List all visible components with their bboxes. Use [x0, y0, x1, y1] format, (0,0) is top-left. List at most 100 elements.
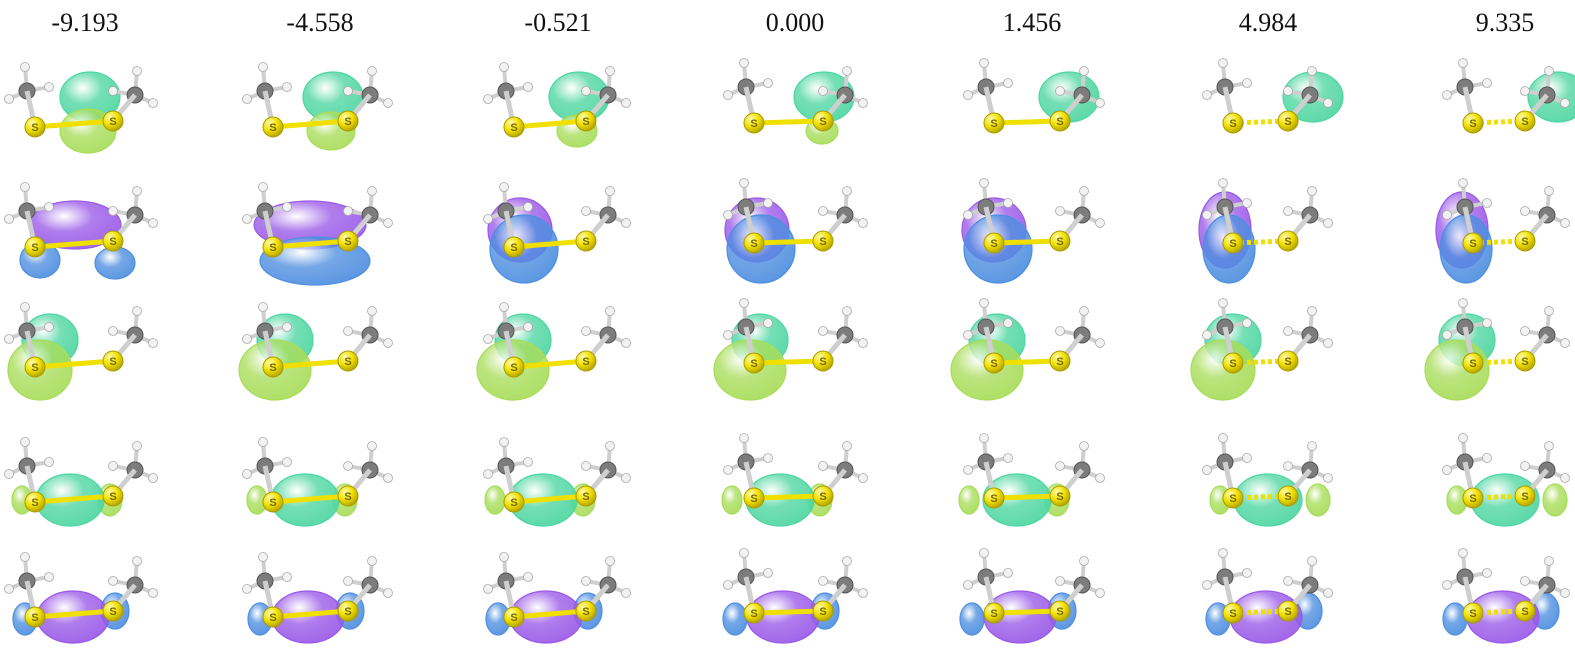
sulfur-atom [575, 230, 597, 252]
hydrogen-atom [343, 326, 353, 336]
hydrogen-atom [4, 469, 14, 479]
hydrogen-atom [1003, 453, 1013, 463]
hydrogen-atom [343, 206, 353, 216]
hydrogen-atom [1079, 186, 1089, 196]
hydrogen-atom [1560, 218, 1570, 228]
hydrogen-atom [1520, 576, 1530, 586]
sulfur-atom [503, 356, 525, 378]
sulfur-label: S [1056, 356, 1063, 368]
hydrogen-atom [763, 318, 773, 328]
sulfur-atom [262, 356, 284, 378]
hydrogen-atom [282, 572, 292, 582]
sulfur-atom [337, 350, 359, 372]
sulfur-atom [1514, 600, 1536, 622]
hydrogen-atom [818, 86, 828, 96]
sulfur-atom [743, 232, 765, 254]
sulfur-atom [102, 485, 124, 507]
hydrogen-atom [723, 210, 733, 220]
hydrogen-atom [148, 98, 158, 108]
hydrogen-atom [1307, 306, 1317, 316]
hydrogen-atom [499, 437, 509, 447]
sulfur-label: S [269, 242, 276, 254]
sulfur-atom [1222, 112, 1244, 134]
hydrogen-atom [499, 552, 509, 562]
hydrogen-atom [1458, 548, 1468, 558]
sulfur-label: S [990, 358, 997, 370]
hydrogen-atom [242, 334, 252, 344]
sulfur-label: S [31, 122, 38, 134]
sulfur-atom [24, 356, 46, 378]
sulfur-bond [272, 118, 349, 130]
sulfur-atom [983, 232, 1005, 254]
sulfur-label: S [510, 122, 517, 134]
sulfur-label: S [750, 358, 757, 370]
hydrogen-atom [858, 473, 868, 483]
sulfur-atom [262, 116, 284, 138]
hydrogen-atom [1003, 78, 1013, 88]
hydrogen-atom [1442, 465, 1452, 475]
hydrogen-atom [581, 86, 591, 96]
hydrogen-atom [367, 66, 377, 76]
hydrogen-atom [858, 338, 868, 348]
sulfur-atom [1222, 232, 1244, 254]
sulfur-atom [743, 112, 765, 134]
hydrogen-atom [723, 465, 733, 475]
hydrogen-atom [963, 330, 973, 340]
sulfur-atom [1514, 230, 1536, 252]
sulfur-atom [503, 606, 525, 628]
hydrogen-atom [1095, 218, 1105, 228]
hydrogen-atom [4, 94, 14, 104]
hydrogen-atom [1482, 198, 1492, 208]
hydrogen-atom [1544, 306, 1554, 316]
hydrogen-atom [979, 433, 989, 443]
hydrogen-atom [20, 62, 30, 72]
sulfur-label: S [1056, 491, 1063, 503]
hydrogen-atom [132, 556, 142, 566]
hydrogen-atom [1095, 473, 1105, 483]
hydrogen-atom [132, 441, 142, 451]
hydrogen-atom [1544, 186, 1554, 196]
sulfur-atom [503, 116, 525, 138]
sulfur-atom [1049, 110, 1071, 132]
hydrogen-atom [483, 94, 493, 104]
hydrogen-atom [383, 473, 393, 483]
hydrogen-atom [343, 86, 353, 96]
hydrogen-atom [1544, 66, 1554, 76]
sulfur-atom [812, 110, 834, 132]
hydrogen-atom [108, 461, 118, 471]
hydrogen-atom [148, 588, 158, 598]
hydrogen-atom [1202, 580, 1212, 590]
hydrogen-atom [1442, 90, 1452, 100]
sulfur-bond [34, 238, 114, 250]
hydrogen-atom [1520, 461, 1530, 471]
hydrogen-atom [282, 322, 292, 332]
sulfur-label: S [510, 497, 517, 509]
hydrogen-atom [723, 580, 733, 590]
hydrogen-atom [739, 433, 749, 443]
column-label: -0.521 [524, 8, 592, 37]
sulfur-atom [262, 606, 284, 628]
sulfur-bond [513, 493, 587, 505]
hydrogen-atom [1242, 568, 1252, 578]
hydrogen-atom [818, 206, 828, 216]
sulfur-label: S [1469, 608, 1476, 620]
sulfur-label: S [990, 238, 997, 250]
orbital-lobe [722, 602, 748, 636]
sulfur-label: S [819, 491, 826, 503]
hydrogen-atom [523, 572, 533, 582]
sulfur-atom [743, 352, 765, 374]
hydrogen-atom [108, 576, 118, 586]
hydrogen-atom [621, 588, 631, 598]
sulfur-label: S [1284, 236, 1291, 248]
hydrogen-atom [1323, 588, 1333, 598]
hydrogen-atom [258, 437, 268, 447]
